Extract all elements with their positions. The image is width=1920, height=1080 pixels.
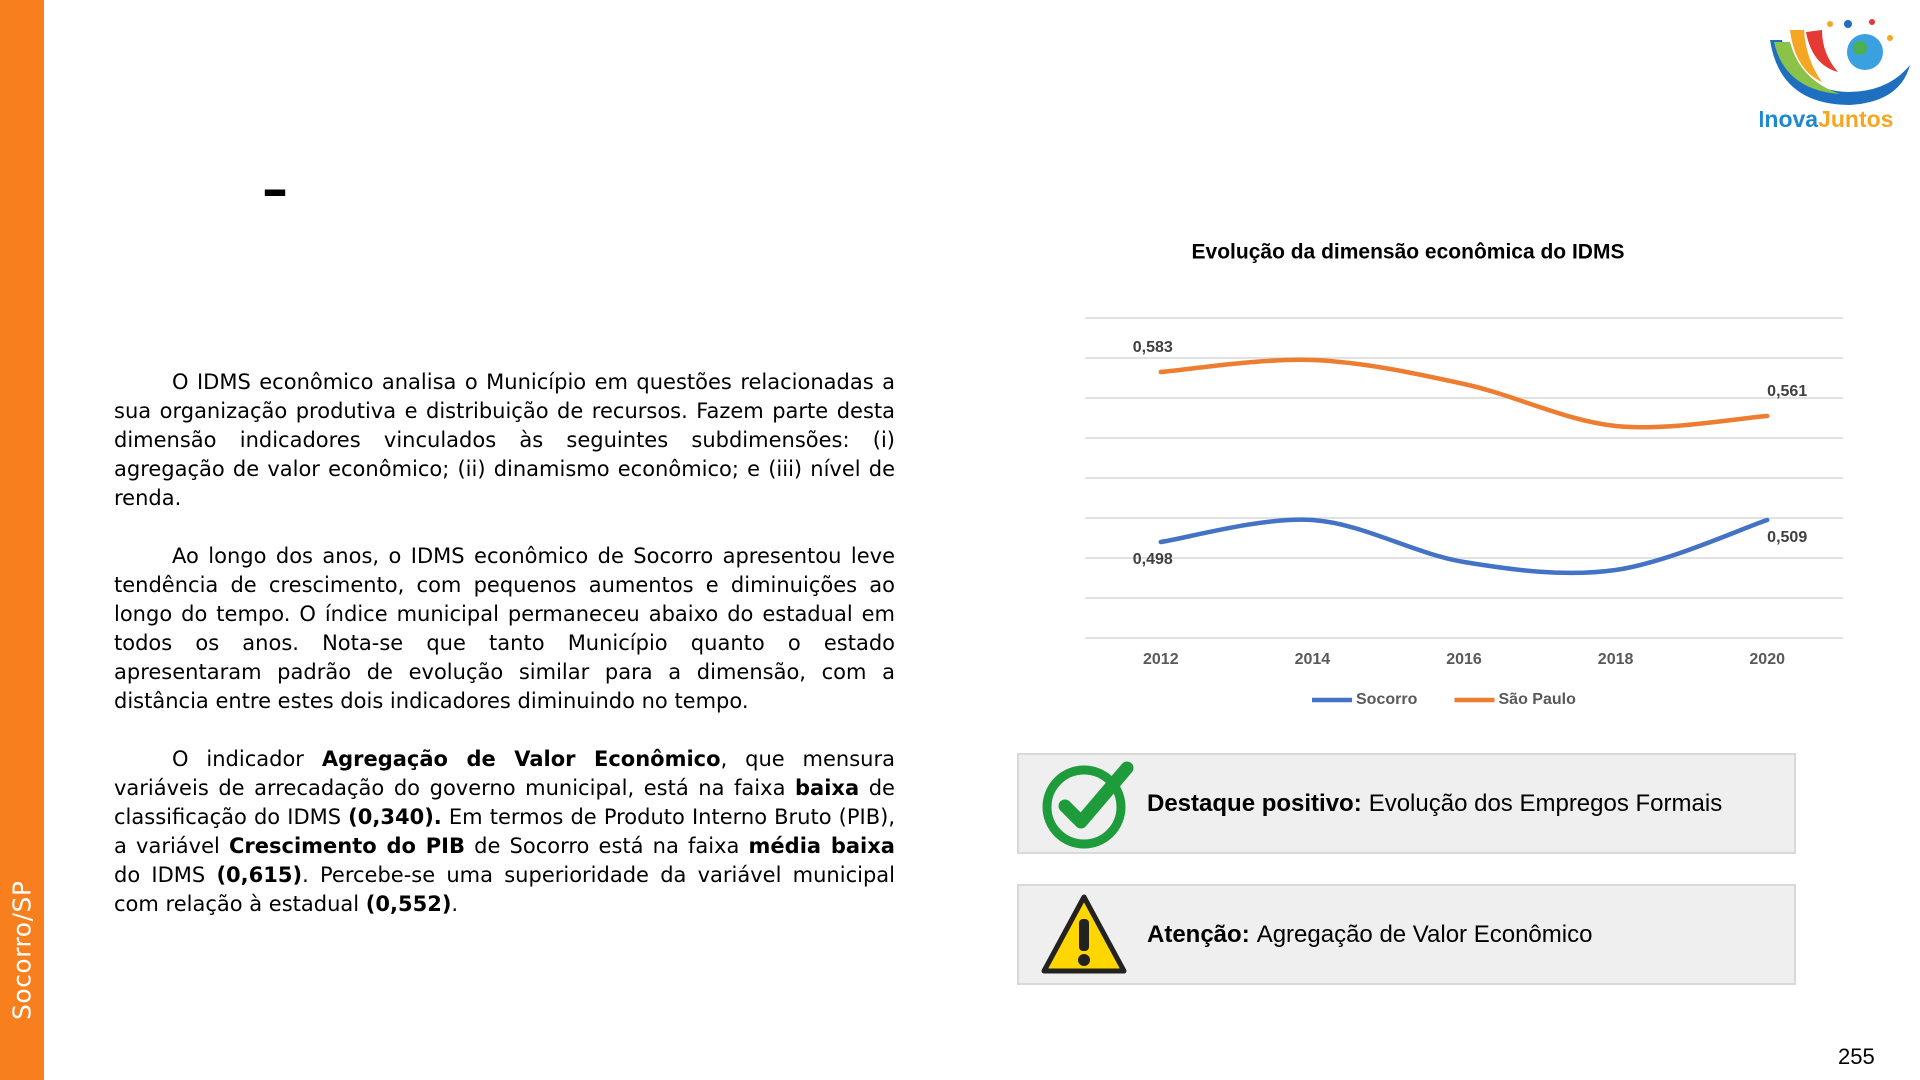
page-title: –	[262, 160, 288, 220]
text-run: , que mensura variáveis de arrecadação d…	[114, 747, 895, 800]
bold-text: Agregação de Valor Econômico	[321, 747, 721, 771]
bold-text: (0,615)	[216, 863, 303, 887]
paragraph: O IDMS econômico analisa o Município em …	[114, 368, 895, 513]
attention-value: Agregação de Valor Econômico	[1256, 920, 1593, 948]
text-run: Ao longo dos anos, o IDMS econômico de S…	[114, 544, 895, 713]
text-run: O indicador	[172, 747, 322, 771]
highlight-value: Evolução dos Empregos Formais	[1368, 789, 1723, 817]
logo-text-1: Inova	[1760, 106, 1818, 132]
bold-text: Crescimento do PIB	[229, 834, 465, 858]
x-tick-label: 2012	[1143, 651, 1179, 668]
highlight-box: Destaque positivo: Evolução dos Empregos …	[1017, 753, 1796, 854]
legend-label: São Paulo	[1499, 691, 1577, 708]
attention-text: Atenção: Agregação de Valor Econômico	[1147, 886, 1592, 983]
body-text: O IDMS econômico analisa o Município em …	[114, 368, 895, 948]
text-run: de Socorro está na faixa	[464, 834, 749, 858]
data-label: 0,561	[1767, 383, 1807, 400]
text-run: Em termos de Produto Interno Bruto (PIB)…	[114, 805, 895, 858]
attention-label: Atenção:	[1147, 920, 1250, 948]
logo: InovaJuntos	[1760, 19, 1910, 132]
logo-text: InovaJuntos	[1760, 106, 1893, 132]
data-label: 0,509	[1767, 529, 1807, 546]
sidebar: Socorro/SP	[0, 0, 44, 1080]
x-tick-label: 2020	[1749, 651, 1785, 668]
highlight-text: Destaque positivo: Evolução dos Empregos …	[1147, 755, 1722, 852]
series-line	[1158, 517, 1770, 576]
legend-label: Socorro	[1356, 691, 1418, 708]
bold-text: baixa	[795, 776, 860, 800]
bold-text: (0,340).	[348, 805, 442, 829]
bold-text: (0,552)	[365, 892, 452, 916]
logo-text-2: Juntos	[1818, 106, 1893, 132]
text-run: do IDMS	[114, 863, 217, 887]
highlight-label: Destaque positivo:	[1147, 789, 1362, 817]
text-run: .	[451, 892, 459, 916]
paragraph: O indicador Agregação de Valor Econômico…	[114, 745, 895, 919]
text-run: de classificação do IDMS	[114, 776, 895, 829]
data-label: 0,498	[1133, 551, 1173, 568]
series-line	[1158, 357, 1770, 430]
text-run: O IDMS econômico analisa o Município em …	[114, 370, 895, 510]
page-number: 255	[1838, 1044, 1875, 1069]
paragraph: Ao longo dos anos, o IDMS econômico de S…	[114, 542, 895, 716]
check-icon	[1042, 761, 1134, 849]
bold-text: média baixa	[748, 834, 895, 858]
warning-icon	[1041, 894, 1127, 974]
attention-box: Atenção: Agregação de Valor Econômico	[1017, 884, 1796, 985]
data-label: 0,583	[1133, 339, 1173, 356]
chart-title: Evolução da dimensão econômica do IDMS	[1192, 241, 1625, 264]
x-tick-label: 2016	[1446, 651, 1482, 668]
x-tick-label: 2014	[1295, 651, 1331, 668]
x-tick-label: 2018	[1598, 651, 1634, 668]
text-run: . Percebe-se uma superioridade da variáv…	[114, 863, 895, 916]
